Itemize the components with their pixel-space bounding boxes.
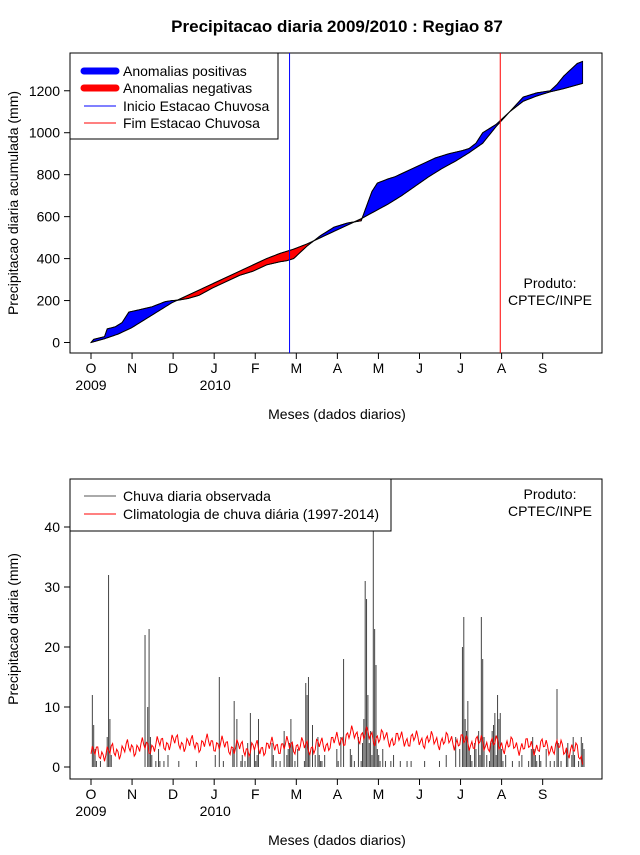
bottom-x-tick-label: S (538, 786, 547, 802)
top-chart-title: Precipitacao diaria 2009/2010 : Regiao 8… (171, 17, 503, 36)
top-y-tick-label: 1000 (29, 125, 60, 141)
bottom-x-tick-label: A (497, 786, 507, 802)
top-product-source: CPTEC/INPE (508, 292, 592, 308)
top-x-tick-label: J (457, 360, 464, 376)
top-x-tick-label: D (168, 360, 178, 376)
top-legend-box (69, 52, 279, 140)
bottom-year-label: 2009 (75, 803, 106, 819)
top-year-label: 2009 (75, 377, 106, 393)
legend-label-negative: Anomalias negativas (123, 80, 252, 96)
climatology-line (90, 725, 584, 765)
legend-label-climatology: Climatologia de chuva diária (1997-2014) (123, 506, 379, 522)
bottom-legend: Chuva diaria observada Climatologia de c… (69, 478, 392, 532)
legend-label-season-start: Inicio Estacao Chuvosa (123, 98, 270, 114)
bottom-x-tick-label: J (211, 786, 218, 802)
bottom-y-tick-label: 20 (44, 639, 60, 655)
top-year-label: 2010 (200, 377, 231, 393)
bottom-x-tick-label: J (416, 786, 423, 802)
bottom-y-tick-label: 30 (44, 579, 60, 595)
top-x-tick-label: M (290, 360, 302, 376)
bottom-x-tick-label: J (457, 786, 464, 802)
top-y-tick-label: 200 (37, 293, 61, 309)
bottom-y-tick-label: 10 (44, 699, 60, 715)
top-y-tick-label: 800 (37, 167, 61, 183)
positive-anomaly-area (360, 60, 584, 221)
top-legend: Anomalias positivas Anomalias negativas … (69, 52, 279, 140)
top-x-tick-label: M (373, 360, 385, 376)
top-y-axis-label: Precipitacao diaria acumulada (mm) (5, 91, 21, 315)
legend-label-observed: Chuva diaria observada (123, 488, 271, 504)
bottom-x-tick-label: A (333, 786, 343, 802)
bottom-y-tick-label: 40 (44, 519, 60, 535)
top-x-tick-label: O (86, 360, 97, 376)
top-x-tick-label: A (333, 360, 343, 376)
legend-label-season-end: Fim Estacao Chuvosa (123, 115, 260, 131)
bottom-y-tick-label: 0 (52, 759, 60, 775)
bottom-x-tick-label: M (290, 786, 302, 802)
top-x-tick-label: J (211, 360, 218, 376)
positive-anomaly-area (89, 299, 178, 344)
top-y-tick-label: 1200 (29, 83, 60, 99)
top-product-label: Produto: (524, 275, 577, 291)
bottom-x-tick-label: N (127, 786, 137, 802)
bottom-x-tick-label: M (373, 786, 385, 802)
top-x-tick-label: S (538, 360, 547, 376)
bottom-legend-box (69, 478, 392, 532)
bottom-x-tick-label: O (86, 786, 97, 802)
bottom-x-axis-label: Meses (dados diarios) (268, 832, 406, 848)
top-y-tick-label: 400 (37, 251, 61, 267)
top-y-tick-label: 600 (37, 209, 61, 225)
legend-label-positive: Anomalias positivas (123, 63, 247, 79)
bottom-product-source: CPTEC/INPE (508, 503, 592, 519)
top-x-tick-label: N (127, 360, 137, 376)
bottom-x-tick-label: D (168, 786, 178, 802)
bottom-product-label: Produto: (524, 486, 577, 502)
bottom-year-label: 2010 (200, 803, 231, 819)
top-y-tick-label: 0 (52, 335, 60, 351)
top-x-tick-label: F (251, 360, 260, 376)
top-x-axis-label: Meses (dados diarios) (268, 406, 406, 422)
top-x-tick-label: A (497, 360, 507, 376)
bottom-x-tick-label: F (251, 786, 260, 802)
bottom-y-axis-label: Precipitacao diaria (mm) (5, 553, 21, 705)
top-x-tick-label: J (416, 360, 423, 376)
